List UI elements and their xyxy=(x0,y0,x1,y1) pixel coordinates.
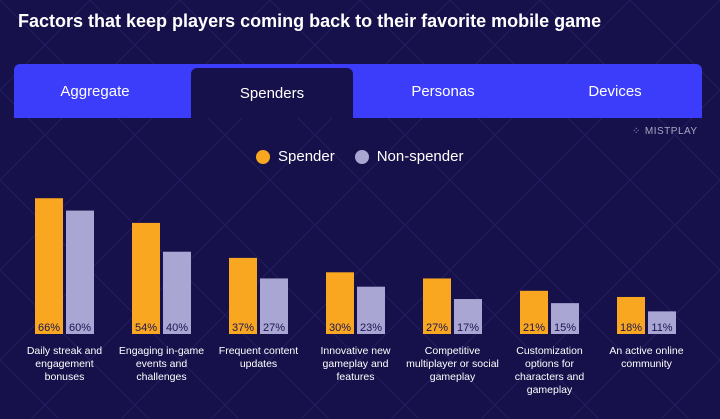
tab-spenders[interactable]: Spenders xyxy=(191,68,353,118)
data-label-spender: 30% xyxy=(329,322,351,334)
category-label: Customization options for characters and… xyxy=(514,345,585,397)
category-label: Frequent content updates xyxy=(218,345,299,371)
bar-spender xyxy=(132,222,160,334)
chart-legend: Spender Non-spender xyxy=(256,148,463,165)
legend-swatch-spender xyxy=(256,149,270,164)
data-label-spender: 27% xyxy=(426,322,448,334)
tab-aggregate[interactable]: Aggregate xyxy=(60,82,130,100)
data-label-spender: 37% xyxy=(232,322,254,334)
data-label-non-spender: 40% xyxy=(166,322,188,334)
brand-name: MISTPLAY xyxy=(644,126,698,137)
bar-spender xyxy=(229,257,257,334)
category-label: An active online community xyxy=(609,345,684,371)
category-label: Daily streak and engagement bonuses xyxy=(26,345,103,384)
bar-non-spender xyxy=(260,278,288,334)
legend-item-spender: Spender xyxy=(256,148,335,165)
bar-non-spender xyxy=(454,299,482,334)
data-label-spender: 18% xyxy=(620,322,642,334)
legend-swatch-non-spender xyxy=(354,149,369,164)
bar-spender xyxy=(423,278,451,334)
category-label: Innovative new gameplay and features xyxy=(320,345,391,384)
legend-item-non-spender: Non-spender xyxy=(354,148,464,165)
data-label-non-spender: 11% xyxy=(651,322,672,334)
brand-logo: ⁘ MISTPLAY xyxy=(632,126,698,137)
data-label-spender: 54% xyxy=(135,322,157,334)
category-label: Engaging in-game events and challenges xyxy=(118,345,205,384)
legend-label-non-spender: Non-spender xyxy=(376,148,464,165)
data-label-spender: 21% xyxy=(523,322,545,334)
data-label-non-spender: 15% xyxy=(554,322,576,334)
bar-non-spender xyxy=(648,311,676,334)
category-label: Competitive multiplayer or social gamepl… xyxy=(406,345,499,384)
bar-spender xyxy=(617,296,645,334)
data-label-non-spender: 23% xyxy=(360,322,382,334)
bar-spender xyxy=(35,198,63,334)
mistplay-logo-icon: ⁘ xyxy=(632,126,641,137)
bar-spender xyxy=(520,290,548,334)
data-label-non-spender: 60% xyxy=(69,322,91,334)
chart-title: Factors that keep players coming back to… xyxy=(18,11,602,31)
data-label-non-spender: 27% xyxy=(263,322,285,334)
data-label-non-spender: 17% xyxy=(457,322,479,334)
bar-spender xyxy=(326,272,354,334)
tab-bar: Aggregate Spenders Personas Devices xyxy=(14,64,702,118)
legend-label-spender: Spender xyxy=(278,148,335,165)
tab-personas[interactable]: Personas xyxy=(411,82,475,100)
bar-non-spender xyxy=(551,303,579,334)
tab-devices[interactable]: Devices xyxy=(588,82,642,100)
data-label-spender: 66% xyxy=(38,322,60,334)
bar-non-spender xyxy=(357,286,385,334)
bar-non-spender xyxy=(163,251,191,334)
bar-non-spender xyxy=(66,210,94,334)
